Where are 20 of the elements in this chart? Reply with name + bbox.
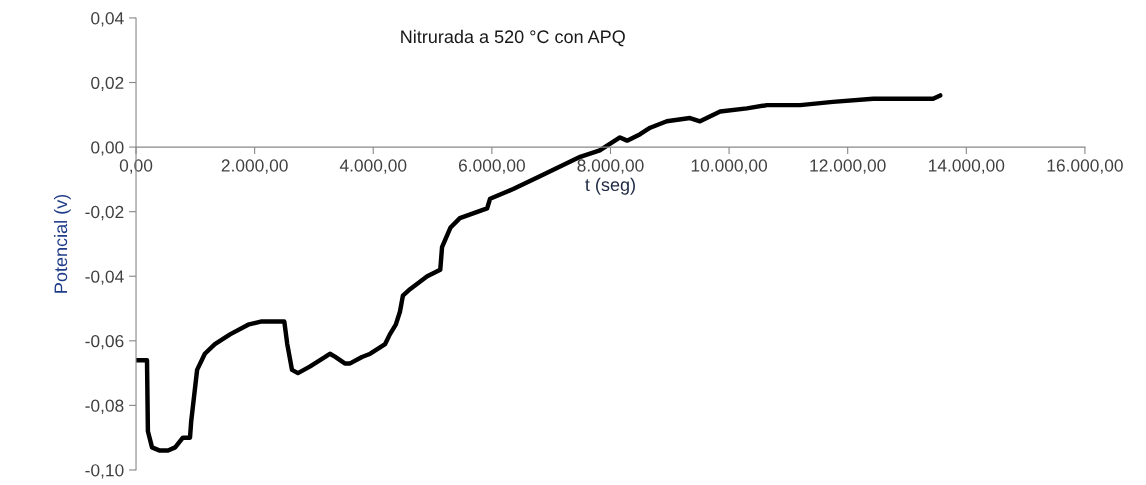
y-tick-label: 0,04: [91, 12, 124, 27]
x-tick-label: 4.000,00: [339, 159, 407, 174]
x-tick-label: 14.000,00: [929, 159, 1005, 174]
x-tick-label: 0,00: [119, 159, 153, 174]
x-tick-label: 16.000,00: [1047, 159, 1123, 174]
y-tick-label: -0,06: [85, 334, 124, 350]
y-axis-title: Potencial (v): [53, 194, 71, 293]
x-tick-label: 10.000,00: [691, 159, 768, 174]
y-tick-label: 0,00: [91, 141, 124, 156]
x-tick-label: 6.000,00: [458, 159, 525, 174]
x-tick-label: 12.000,00: [810, 159, 886, 174]
x-tick-label: 8.000,00: [577, 159, 644, 174]
x-axis-title: t (seg): [585, 177, 635, 195]
y-tick-label: -0,02: [85, 205, 124, 221]
y-tick-label: 0,02: [91, 76, 124, 92]
text: Nitrurada a 520 °C con APQ: [401, 29, 625, 47]
x-tick-label: 2.000,00: [221, 159, 288, 174]
y-tick-label: -0,08: [85, 399, 124, 414]
y-tick-label: -0,10: [85, 464, 124, 479]
y-tick-label: -0,04: [85, 270, 124, 285]
